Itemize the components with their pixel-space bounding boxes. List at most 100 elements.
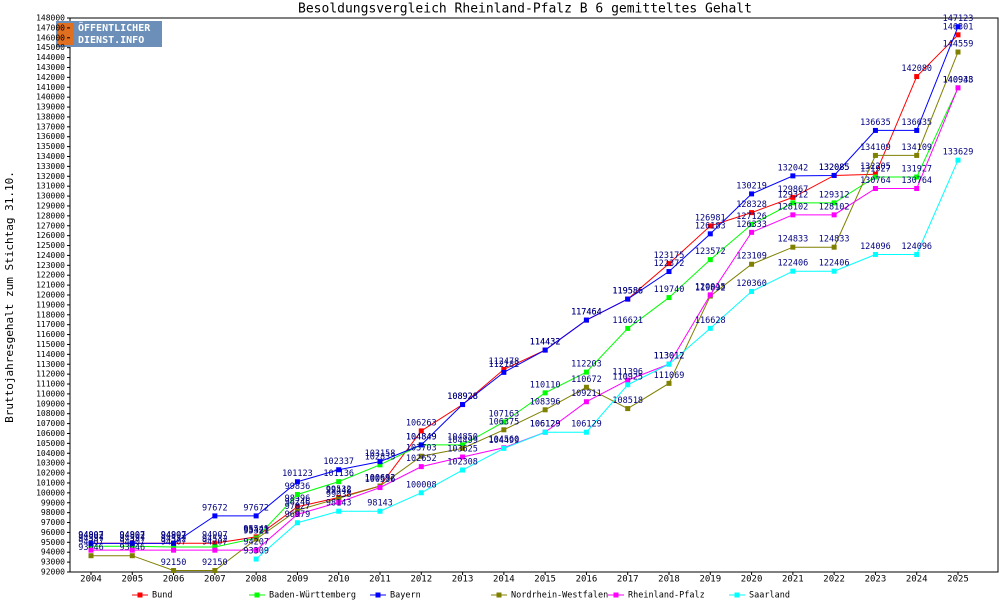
y-tick-label: 130000 — [36, 192, 65, 201]
y-tick-label: 136000 — [36, 132, 65, 141]
value-label: 129312 — [777, 190, 808, 200]
x-tick-label: 2010 — [328, 575, 350, 585]
point — [625, 406, 631, 412]
plot-frame — [69, 17, 999, 573]
point — [625, 325, 631, 331]
value-label: 120015 — [695, 282, 726, 292]
logo-line: DIENST.INFO — [78, 35, 144, 46]
point — [418, 428, 424, 434]
value-label: 102833 — [365, 452, 396, 462]
point — [955, 157, 961, 163]
point — [129, 543, 135, 549]
value-label: 100536 — [365, 475, 396, 485]
y-tick-label: 139000 — [36, 103, 65, 112]
legend-label: Baden-Württemberg — [269, 591, 356, 600]
y-tick-label: 106000 — [36, 429, 65, 438]
y-tick-label: 112000 — [36, 370, 65, 379]
x-tick-label: 2005 — [121, 575, 143, 585]
x-tick-label: 2020 — [741, 575, 763, 585]
value-label: 94907 — [78, 531, 104, 541]
value-label: 94892 — [161, 531, 187, 541]
value-label: 123572 — [695, 247, 726, 257]
value-label: 94207 — [78, 538, 104, 548]
legend-swatch — [254, 592, 260, 598]
value-label: 106129 — [530, 420, 561, 430]
point — [253, 536, 259, 542]
legend-label: Bayern — [390, 591, 421, 600]
value-label: 116621 — [612, 316, 643, 326]
y-tick-label: 94000 — [41, 548, 65, 557]
point — [831, 244, 837, 250]
y-tick-label: 109000 — [36, 399, 65, 408]
y-tick-label: 111000 — [36, 380, 65, 389]
value-label: 106375 — [488, 417, 519, 427]
y-tick-label: 134000 — [36, 152, 65, 161]
value-label: 110110 — [530, 380, 561, 390]
value-label: 113012 — [654, 352, 685, 362]
point — [707, 231, 713, 237]
value-label: 98143 — [367, 499, 393, 509]
point — [212, 513, 218, 519]
value-label: 112203 — [571, 360, 602, 370]
y-tick-label: 126000 — [36, 231, 65, 240]
value-label: 119740 — [654, 285, 685, 295]
point — [336, 467, 342, 473]
y-tick-label: 129000 — [36, 201, 65, 210]
chart-title: Besoldungsvergleich Rheinland-Pfalz B 6 … — [298, 2, 752, 17]
value-label: 114432 — [530, 338, 561, 348]
point — [666, 261, 672, 267]
y-tick-label: 125000 — [36, 241, 65, 250]
point — [501, 419, 507, 425]
value-label: 128102 — [819, 202, 850, 212]
value-label: 97827 — [285, 502, 311, 512]
y-tick-label: 120000 — [36, 291, 65, 300]
x-tick-label: 2019 — [699, 575, 721, 585]
value-label: 113012 — [654, 352, 685, 362]
logo-line: ÖFFENTLICHER — [78, 20, 151, 34]
point — [749, 288, 755, 294]
point — [88, 547, 94, 553]
value-label: 126981 — [695, 213, 726, 223]
point — [501, 445, 507, 451]
value-label: 124096 — [860, 242, 891, 252]
x-tick-label: 2008 — [245, 575, 267, 585]
point — [707, 325, 713, 331]
value-label: 104560 — [488, 435, 519, 445]
point — [501, 427, 507, 433]
y-tick-label: 145000 — [36, 43, 65, 52]
y-tick-label: 141000 — [36, 83, 65, 92]
point — [171, 568, 177, 574]
y-tick-label: 115000 — [36, 340, 65, 349]
point — [542, 390, 548, 396]
point — [790, 194, 796, 200]
legend-swatch — [496, 592, 502, 598]
value-label: 134109 — [860, 143, 891, 153]
series-line — [91, 34, 959, 544]
point — [377, 459, 383, 465]
value-label: 98596 — [285, 494, 311, 504]
y-tick-label: 144000 — [36, 53, 65, 62]
point — [418, 442, 424, 448]
value-label: 94532 — [202, 534, 228, 544]
value-label: 97672 — [243, 503, 269, 513]
point — [831, 212, 837, 218]
value-label: 122372 — [654, 259, 685, 269]
point — [625, 382, 631, 388]
value-label: 123175 — [654, 251, 685, 261]
point — [749, 261, 755, 267]
y-tick-label: 98000 — [41, 508, 65, 517]
y-tick-label: 104000 — [36, 449, 65, 458]
point — [749, 191, 755, 197]
value-label: 144559 — [943, 40, 974, 50]
value-label: 102308 — [447, 458, 478, 468]
point — [666, 295, 672, 301]
y-tick-label: 114000 — [36, 350, 65, 359]
point — [501, 369, 507, 375]
point — [88, 543, 94, 549]
point — [212, 568, 218, 574]
point — [583, 429, 589, 435]
value-label: 114432 — [530, 338, 561, 348]
point — [914, 174, 920, 180]
value-label: 104849 — [406, 432, 437, 442]
x-tick-label: 2023 — [865, 575, 887, 585]
